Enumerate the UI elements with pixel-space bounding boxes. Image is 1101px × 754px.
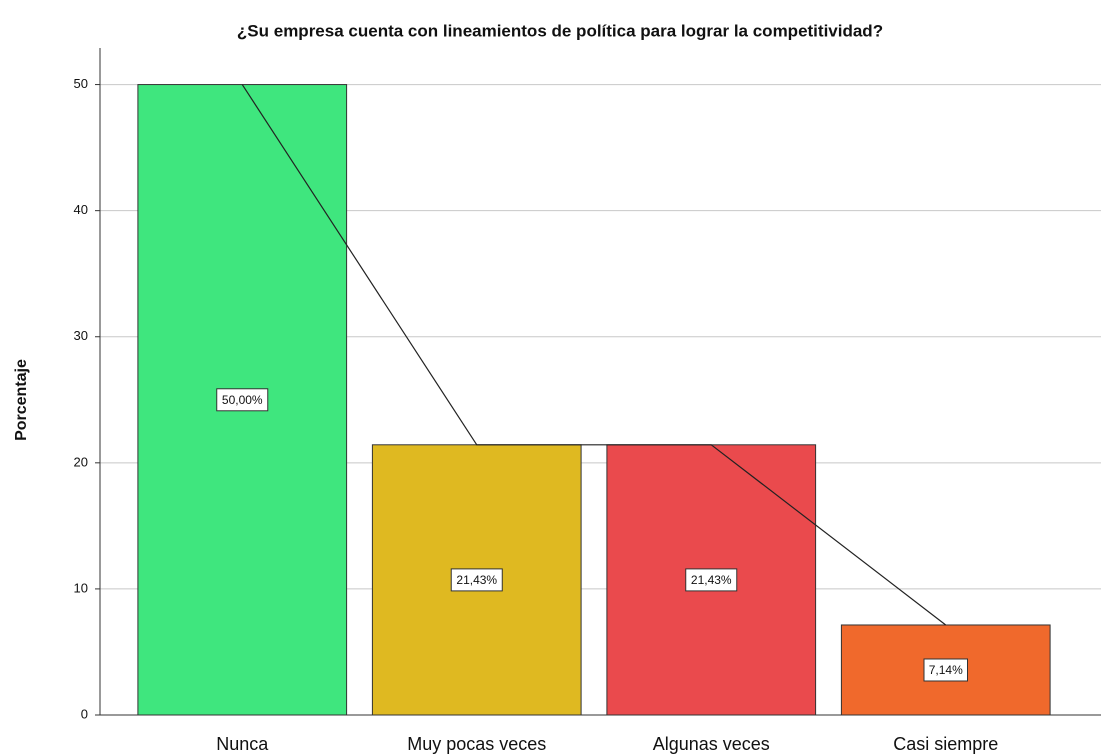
- value-label: 21,43%: [691, 573, 732, 587]
- y-tick-label: 30: [74, 328, 88, 343]
- value-label-box: [450, 568, 503, 592]
- chart-title: ¿Su empresa cuenta con lineamientos de p…: [237, 21, 883, 40]
- y-tick-label: 0: [81, 706, 88, 721]
- y-tick-label: 20: [74, 454, 88, 469]
- y-tick-label: 40: [74, 202, 88, 217]
- value-label: 50,00%: [222, 393, 263, 407]
- value-label-box: [685, 568, 738, 592]
- y-tick-label: 10: [74, 580, 88, 595]
- x-tick-label: Casi siempre: [893, 734, 998, 754]
- cumulative-line: [241, 84, 947, 626]
- value-label: 7,14%: [929, 663, 963, 677]
- x-tick-label: Algunas veces: [653, 734, 770, 754]
- x-tick-label: Nunca: [216, 734, 269, 754]
- value-label-box: [216, 388, 269, 412]
- y-axis-label: Porcentaje: [13, 359, 30, 441]
- x-tick-label: Muy pocas veces: [407, 734, 546, 754]
- value-label: 21,43%: [456, 573, 497, 587]
- y-tick-label: 50: [74, 76, 88, 91]
- value-label-box: [923, 658, 968, 682]
